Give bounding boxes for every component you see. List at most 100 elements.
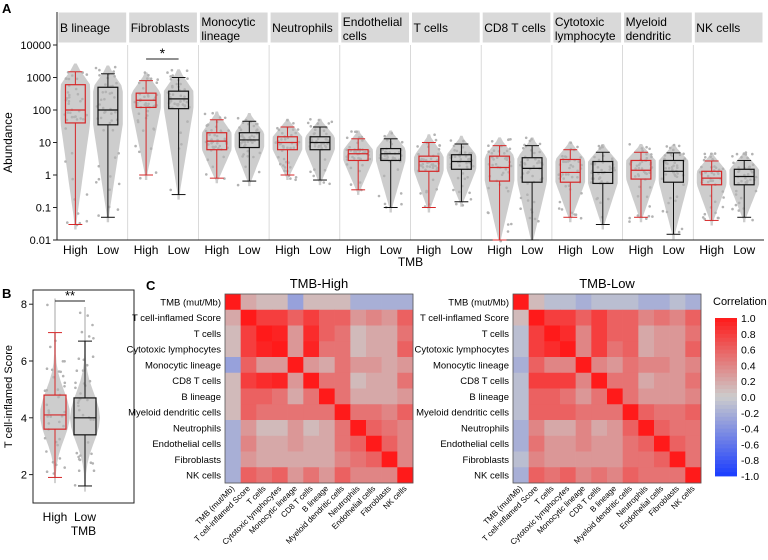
box-iqr [97,86,119,126]
data-point [676,172,679,175]
data-point [589,181,593,184]
data-point [703,212,707,216]
data-point [141,129,145,132]
data-point [62,424,65,428]
data-point [737,170,740,174]
y-tick-label: 8 [21,299,27,311]
data-point [63,360,66,363]
data-point [673,161,676,165]
data-point [76,92,80,96]
data-point [67,99,71,103]
heatmap-cell [638,435,655,452]
heatmap-cell [607,325,623,342]
heatmap-cell [685,341,702,358]
heatmap-cell [287,372,304,389]
data-point [638,185,641,189]
legend-color-step [715,424,737,429]
data-point [210,138,213,141]
heatmap-cell [225,341,241,358]
data-point [97,177,101,181]
data-point [43,436,47,440]
data-point [155,81,159,84]
data-point [169,188,172,192]
data-point [183,88,186,91]
data-point [610,157,614,160]
heatmap-cell [528,294,545,311]
heatmap-cell [607,294,623,311]
data-point [104,90,108,94]
violin-density [70,307,100,492]
data-point [241,121,245,124]
data-point [465,161,468,165]
heatmap-cell [256,388,273,405]
data-point [65,97,69,100]
data-point [63,466,66,469]
data-point [590,171,593,174]
data-point [455,149,459,153]
heatmap-row-label: T cells [482,329,510,340]
legend-color-step [715,357,737,362]
data-point [424,168,427,172]
data-point [79,99,82,103]
data-point [110,119,113,122]
data-point [277,155,280,159]
data-point [528,216,532,220]
heatmap-cell [560,420,576,437]
heatmap-cell [397,341,414,358]
y-axis-title: T cell-inflamed Score [3,345,15,448]
heatmap-cell [638,309,655,326]
data-point [207,143,210,146]
heatmap-cell [256,309,273,326]
legend-tick-label: -0.6 [741,439,759,451]
heatmap-cell [397,294,414,311]
data-point [236,183,240,187]
data-point [204,129,208,133]
data-point [144,102,148,105]
heatmap-cell [350,357,367,374]
data-point [326,142,329,146]
data-point [282,164,285,167]
data-point [217,147,220,150]
data-point [526,193,529,196]
data-point [320,146,323,150]
data-point [712,173,716,176]
heatmap-cell [397,309,414,326]
data-point [634,167,637,170]
heatmap-cell [240,451,257,468]
data-point [309,118,312,121]
data-point [101,106,105,110]
legend-color-step [715,345,737,350]
data-point [146,109,150,113]
data-point [205,173,208,176]
heatmap-cell [397,420,414,437]
heatmap-cell [381,325,398,342]
data-point [722,196,725,199]
data-point [117,152,120,155]
data-point [672,164,675,167]
data-point [714,211,717,215]
data-point [396,168,400,171]
heatmap-cell [513,388,529,405]
data-point [294,176,298,179]
data-point [283,138,287,141]
heatmap-cell [607,372,623,389]
heatmap-cell [669,435,686,452]
x-group-label: Low [450,243,472,257]
data-point [45,389,49,392]
data-point [143,95,146,99]
heatmap-frame [512,293,702,484]
heatmap-cell [225,435,241,452]
data-point [434,138,438,142]
heatmap-cell [287,451,304,468]
heatmap-cell [669,357,686,374]
data-point [664,167,668,170]
heatmap-cell [591,435,608,452]
data-point [294,178,297,182]
x-group-label: High [629,243,654,257]
data-point [469,198,473,201]
data-point [79,454,82,457]
data-point [86,441,90,444]
heatmap-cell [544,294,561,311]
data-point [424,158,428,162]
